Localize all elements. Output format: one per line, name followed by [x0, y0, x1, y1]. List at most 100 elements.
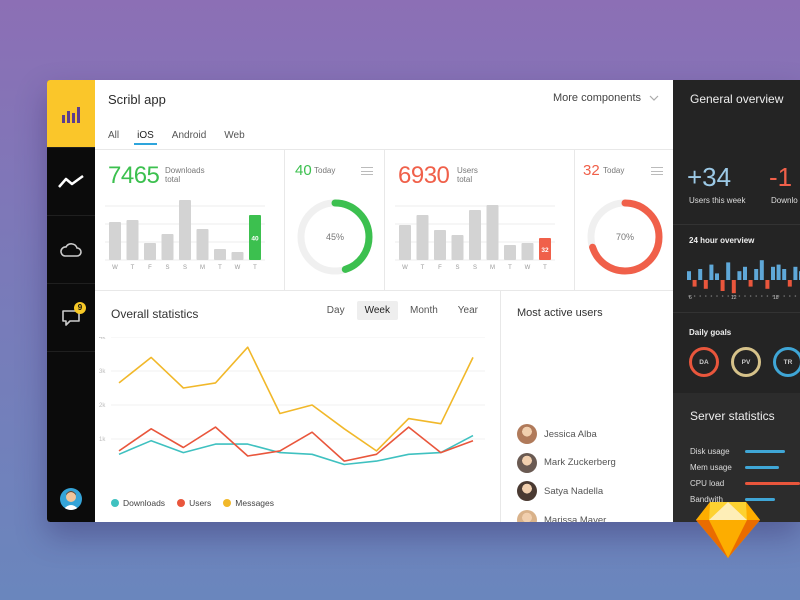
list-item[interactable]: Jessica Alba: [517, 424, 597, 444]
list-item[interactable]: Mark Zuckerberg: [517, 452, 616, 473]
y-tick-label: 4k: [99, 337, 106, 341]
sidebar-item-messages[interactable]: 9: [47, 284, 95, 352]
list-item[interactable]: Satya Nadella: [517, 481, 603, 502]
bar[interactable]: [416, 215, 429, 260]
hour-bar[interactable]: [720, 280, 725, 291]
sidebar-item-trends[interactable]: [47, 148, 95, 216]
hour-bar[interactable]: [737, 271, 742, 280]
users-week-label: Users this week: [689, 196, 746, 205]
hour-bar[interactable]: [759, 260, 764, 280]
series-line-users[interactable]: [118, 426, 474, 462]
day-tick-label: S: [455, 265, 459, 271]
range-week[interactable]: Week: [356, 301, 398, 320]
day-tick-label: F: [438, 265, 442, 271]
day-tick-label: T: [421, 265, 425, 271]
server-statistics: Server statistics Disk usage Mem usage C…: [673, 393, 800, 522]
bar[interactable]: [109, 222, 121, 260]
bar[interactable]: [434, 230, 446, 260]
hour-bar[interactable]: [793, 266, 798, 280]
users-today-value: 32: [583, 162, 600, 179]
day-tick-label: T: [218, 265, 222, 271]
range-tabs: Day Week Month Year: [319, 301, 486, 320]
user-avatar-icon[interactable]: [60, 488, 82, 510]
users-label: Users total: [457, 166, 478, 184]
range-day[interactable]: Day: [326, 305, 345, 316]
user-name: Mark Zuckerberg: [544, 457, 616, 469]
menu-icon[interactable]: [361, 167, 373, 175]
hour-bar[interactable]: [765, 280, 770, 289]
donut-progress: [587, 199, 663, 275]
bar[interactable]: [179, 200, 191, 260]
bar[interactable]: [196, 229, 209, 260]
list-item[interactable]: Marissa Mayer: [517, 510, 606, 522]
bar[interactable]: [126, 220, 139, 260]
more-components-label: More components: [552, 92, 641, 104]
avatar: [517, 452, 537, 473]
hour-bar[interactable]: [787, 280, 792, 287]
bar[interactable]: [249, 215, 261, 260]
overall-statistics: Overall statistics Day Week Month Year 4…: [95, 291, 501, 522]
bar[interactable]: [486, 205, 499, 260]
notification-badge: 9: [74, 302, 86, 314]
day-tick-label: S: [473, 265, 477, 271]
series-line-downloads[interactable]: [118, 434, 474, 466]
more-components-dropdown[interactable]: More components: [553, 92, 659, 104]
avatar: [517, 481, 537, 502]
hour-bar[interactable]: [687, 271, 691, 280]
hour-bar[interactable]: [771, 266, 775, 280]
donut-progress: [297, 199, 373, 275]
bar[interactable]: [504, 245, 516, 260]
downloads-today-value: 40: [295, 162, 312, 179]
day-tick-label: M: [490, 265, 495, 271]
hour-bar[interactable]: [748, 280, 753, 287]
bar[interactable]: [521, 243, 534, 260]
legend-users[interactable]: Users: [177, 498, 211, 508]
hour-bar[interactable]: [709, 264, 714, 280]
chevron-down-icon: [649, 95, 659, 101]
goal-pv[interactable]: PV: [731, 347, 761, 377]
legend-messages[interactable]: Messages: [223, 498, 274, 508]
hour-bar[interactable]: [698, 269, 703, 280]
hour-bar[interactable]: [703, 280, 708, 289]
sidebar-item-cloud[interactable]: [47, 216, 95, 284]
day-tick-label: T: [131, 265, 135, 271]
hour-bar[interactable]: [692, 280, 697, 287]
bar[interactable]: [451, 235, 464, 260]
series-line-messages[interactable]: [118, 346, 474, 452]
bar[interactable]: [469, 210, 481, 260]
hour-bar[interactable]: [715, 273, 719, 280]
tab-android[interactable]: Android: [171, 130, 207, 141]
bar[interactable]: [231, 252, 244, 260]
hour-bar[interactable]: [726, 262, 731, 280]
range-month[interactable]: Month: [409, 305, 438, 316]
y-tick-label: 2k: [99, 403, 106, 409]
hour-bar[interactable]: [782, 269, 787, 280]
general-overview-title: General overview: [690, 92, 784, 106]
tab-web[interactable]: Web: [224, 130, 245, 141]
users-total: 6930: [398, 162, 450, 189]
hour-bar[interactable]: [731, 280, 736, 294]
legend-downloads[interactable]: Downloads: [111, 498, 165, 508]
hour-tick-label: 12: [731, 295, 737, 301]
dashboard-window: 9 Scribl app More components All iOS And…: [47, 80, 800, 522]
sidebar-item-stats[interactable]: [47, 80, 95, 148]
hour-bar[interactable]: [743, 266, 747, 280]
tab-all[interactable]: All: [108, 130, 120, 141]
hour-bar[interactable]: [754, 269, 759, 280]
header: Scribl app More components All iOS Andro…: [95, 80, 673, 150]
hour-bar[interactable]: [776, 264, 781, 280]
downloads-week-value: -1: [769, 162, 793, 192]
tab-ios[interactable]: iOS: [134, 130, 157, 145]
user-name: Marissa Mayer: [544, 514, 607, 522]
downloads-donut: 45%: [297, 199, 373, 275]
bar[interactable]: [539, 238, 551, 260]
bar[interactable]: [161, 234, 174, 260]
goal-tr[interactable]: TR: [773, 347, 800, 377]
active-users-title: Most active users: [517, 307, 603, 319]
bar[interactable]: [214, 249, 226, 260]
goal-da[interactable]: DA: [689, 347, 719, 377]
bar[interactable]: [144, 243, 156, 260]
range-year[interactable]: Year: [457, 305, 478, 316]
menu-icon[interactable]: [651, 167, 663, 175]
bar[interactable]: [399, 225, 411, 260]
